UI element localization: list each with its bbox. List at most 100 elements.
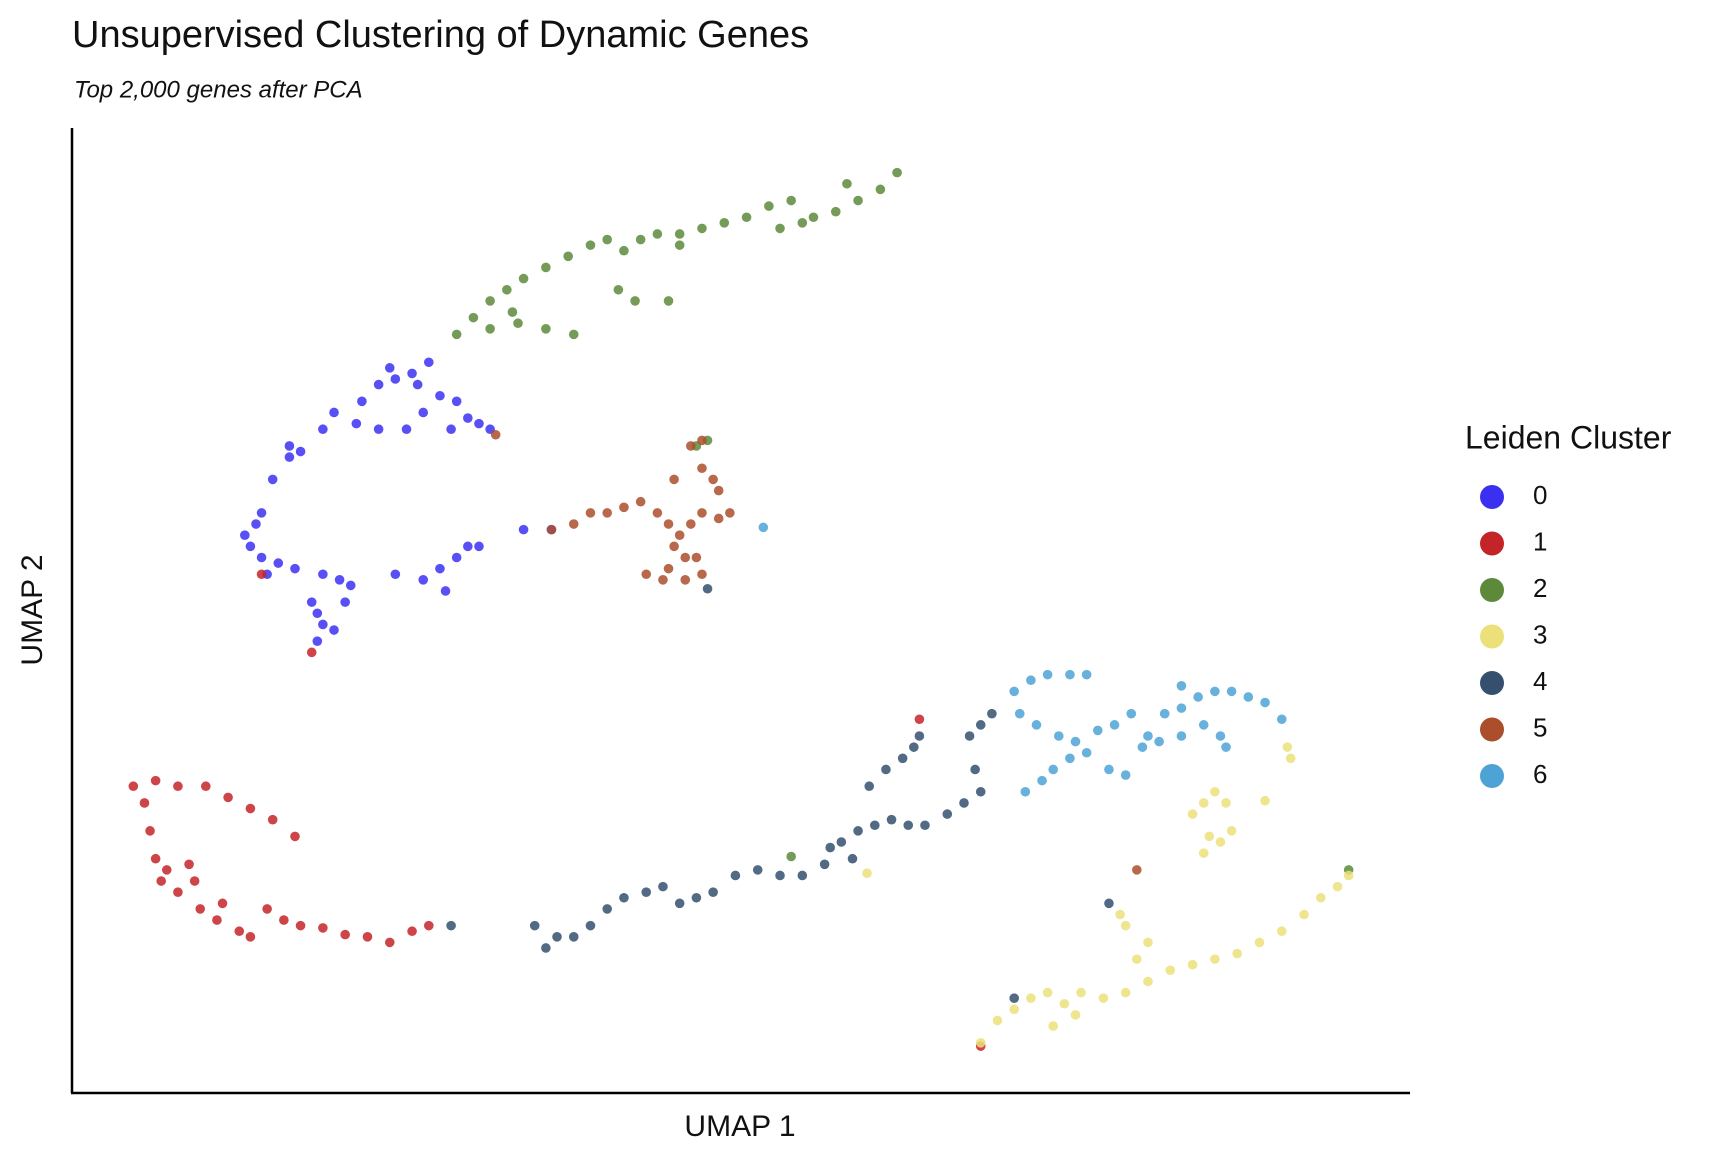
data-point xyxy=(318,923,328,933)
data-point xyxy=(1221,798,1231,808)
data-point xyxy=(1026,993,1036,1003)
data-point xyxy=(842,178,852,189)
data-point xyxy=(619,502,629,513)
data-point xyxy=(663,296,674,306)
data-point xyxy=(435,390,445,401)
data-point xyxy=(223,792,233,803)
data-point xyxy=(914,714,925,725)
data-point xyxy=(1176,731,1187,741)
data-point xyxy=(318,569,328,580)
data-point xyxy=(267,474,278,485)
data-point xyxy=(897,753,908,764)
data-point xyxy=(1204,831,1215,842)
data-point xyxy=(862,868,872,879)
data-point xyxy=(909,742,919,752)
data-point xyxy=(1154,736,1164,747)
data-point xyxy=(1176,703,1187,713)
data-point xyxy=(329,625,339,635)
data-point xyxy=(256,552,267,563)
data-point xyxy=(290,831,300,842)
data-point xyxy=(295,920,306,931)
data-point xyxy=(585,240,596,250)
data-point xyxy=(1076,987,1086,998)
data-point xyxy=(1037,775,1047,786)
data-point xyxy=(451,329,462,340)
data-point xyxy=(1260,795,1270,806)
chart-subtitle: Top 2,000 genes after PCA xyxy=(74,76,363,103)
data-point xyxy=(1014,708,1025,719)
data-point xyxy=(451,396,462,407)
data-point xyxy=(1276,926,1287,937)
data-point xyxy=(658,575,668,585)
data-point xyxy=(1226,686,1237,697)
data-point xyxy=(1198,848,1209,858)
data-point xyxy=(212,915,222,925)
data-point xyxy=(1198,720,1209,730)
data-point xyxy=(446,424,456,435)
data-point xyxy=(256,569,267,580)
data-point xyxy=(357,396,367,407)
data-point xyxy=(1226,826,1237,836)
data-point xyxy=(808,212,819,223)
data-point xyxy=(652,508,663,518)
data-point xyxy=(128,781,139,792)
data-point xyxy=(1120,770,1131,780)
data-point xyxy=(279,915,289,925)
data-point xyxy=(1332,881,1343,892)
data-point xyxy=(602,234,612,245)
data-point xyxy=(942,809,953,819)
data-point xyxy=(1065,753,1075,764)
data-point xyxy=(1109,720,1120,730)
data-point xyxy=(541,943,551,953)
data-point xyxy=(1048,1021,1058,1031)
data-point xyxy=(251,519,261,529)
data-point xyxy=(1070,1010,1081,1020)
data-point xyxy=(435,563,445,574)
data-point xyxy=(401,424,412,435)
data-point xyxy=(1104,764,1114,775)
data-point xyxy=(713,513,724,524)
data-point xyxy=(964,731,975,741)
data-point xyxy=(485,296,495,306)
data-point xyxy=(975,1037,986,1048)
data-point xyxy=(173,781,183,792)
data-point xyxy=(541,324,551,334)
data-point xyxy=(312,608,323,619)
data-point xyxy=(1243,692,1254,702)
data-point xyxy=(1187,809,1198,819)
data-point xyxy=(173,887,183,897)
data-point xyxy=(1215,731,1226,741)
data-point xyxy=(1059,998,1070,1009)
data-point xyxy=(975,720,986,730)
data-point xyxy=(552,932,562,942)
data-point xyxy=(273,558,284,568)
data-point xyxy=(340,929,350,940)
legend-label: 6 xyxy=(1533,759,1547,789)
data-point xyxy=(267,814,278,825)
data-point xyxy=(340,597,350,607)
data-point xyxy=(290,563,300,574)
chart-title: Unsupervised Clustering of Dynamic Genes xyxy=(72,14,809,56)
data-point xyxy=(139,798,150,808)
data-point xyxy=(652,229,663,239)
data-point xyxy=(312,636,323,646)
data-point xyxy=(463,541,473,552)
data-point xyxy=(1176,681,1187,691)
data-point xyxy=(1120,920,1131,931)
data-point xyxy=(145,826,155,836)
data-point xyxy=(903,820,914,831)
data-point xyxy=(1221,742,1231,752)
data-point xyxy=(1343,870,1354,881)
data-point xyxy=(563,251,573,262)
data-point xyxy=(412,379,423,390)
data-point xyxy=(373,424,384,435)
data-point xyxy=(1042,669,1053,680)
data-point xyxy=(568,519,579,529)
data-point xyxy=(1254,937,1265,948)
data-point xyxy=(245,803,256,814)
data-point xyxy=(513,318,523,329)
data-point xyxy=(758,522,769,533)
legend-label: 0 xyxy=(1533,480,1547,510)
data-point xyxy=(1020,786,1031,797)
data-point xyxy=(886,814,897,825)
